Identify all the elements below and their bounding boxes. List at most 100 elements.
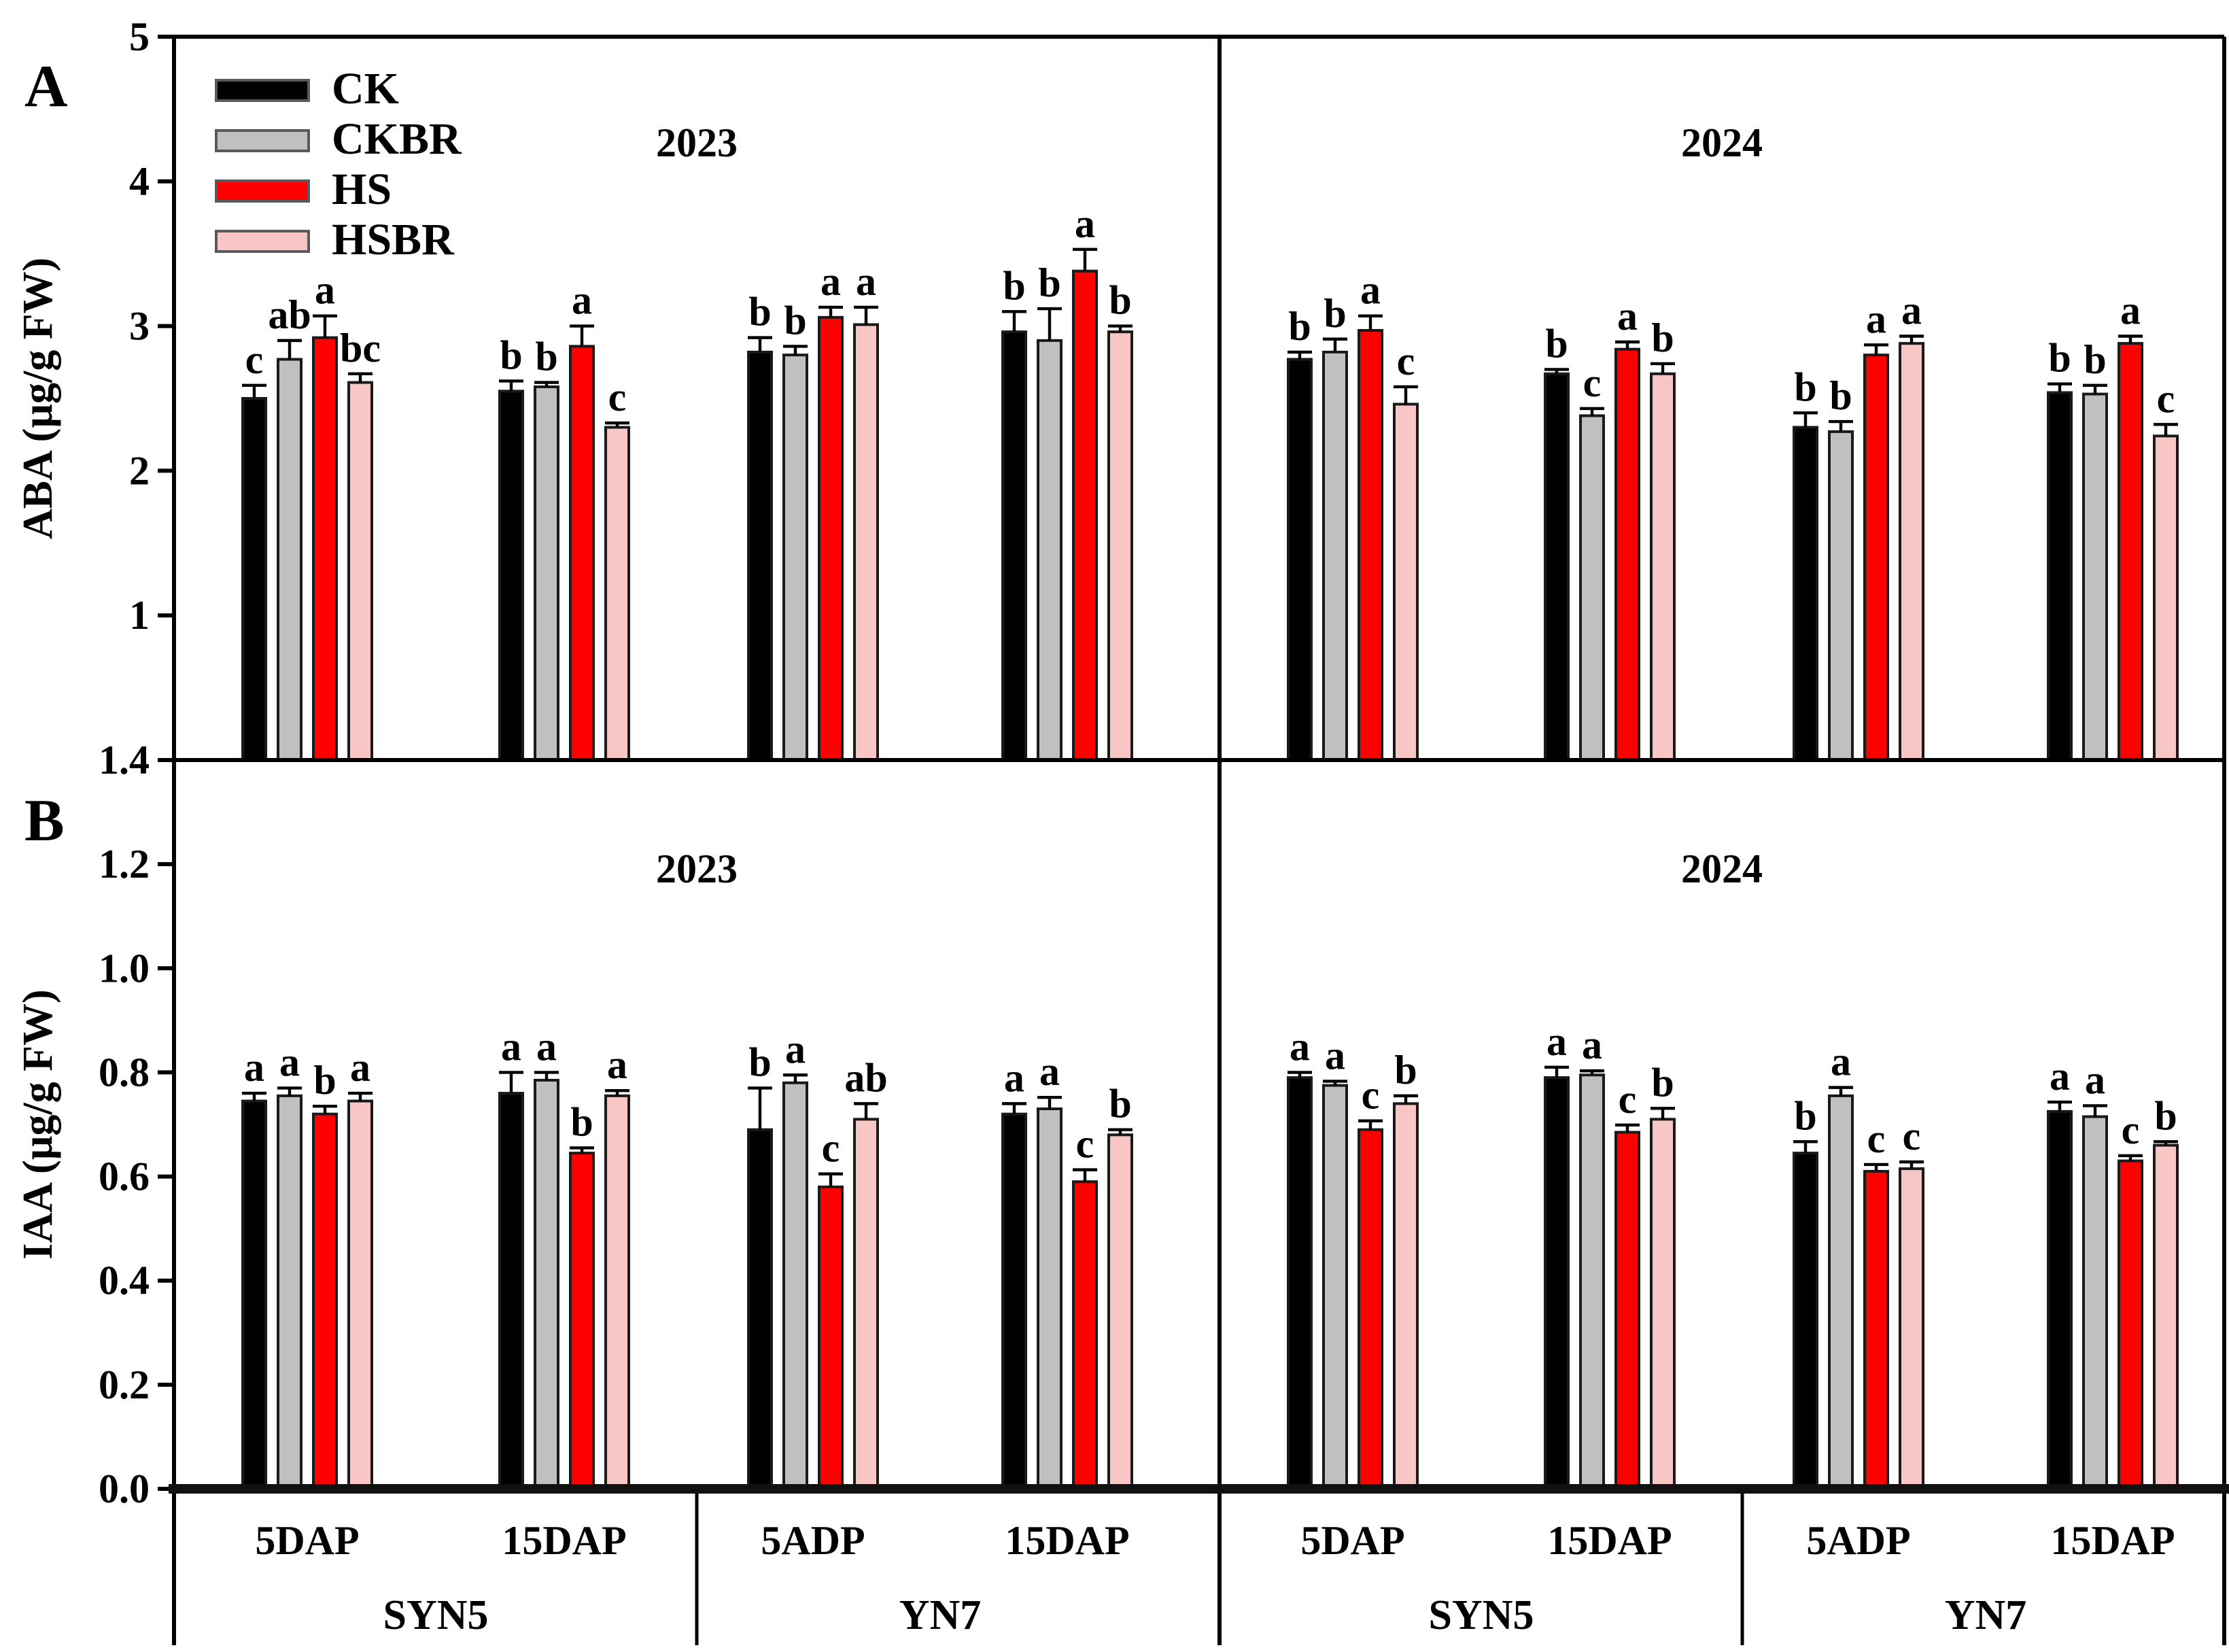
panel-letter-b: B — [24, 788, 65, 854]
sig-letter: b — [1038, 260, 1060, 305]
y-tick-label: 0.2 — [99, 1362, 150, 1407]
y-tick-label: 1 — [129, 593, 150, 638]
bar-hs-a3 — [818, 315, 844, 762]
sig-letter: a — [1866, 296, 1886, 341]
sig-letter: a — [1831, 1039, 1851, 1084]
bar-hs-a1 — [312, 336, 338, 761]
bar-hsbr-b6 — [1650, 1118, 1676, 1491]
sig-letter: c — [1076, 1122, 1094, 1167]
sig-letter: b — [748, 1039, 771, 1084]
bar-hs-b2 — [569, 1152, 595, 1490]
y-tick-label: 0.0 — [99, 1466, 150, 1511]
sig-letter: a — [1325, 1033, 1345, 1078]
sig-letter: a — [501, 1024, 521, 1069]
sig-letter: b — [1794, 1093, 1816, 1138]
bar-ck-b3 — [747, 1128, 773, 1490]
y-tick-label: 1.4 — [99, 738, 150, 782]
sig-letter: b — [1109, 278, 1131, 323]
sig-letter: c — [1362, 1073, 1380, 1118]
y-tick-label: 2 — [129, 448, 150, 493]
x-axis-variety-label: SYN5 — [383, 1592, 488, 1638]
bar-ckbr-b2 — [534, 1078, 559, 1490]
sig-letter: ab — [844, 1055, 887, 1100]
bar-hsbr-a2 — [604, 426, 630, 761]
y-tick-label: 1.2 — [99, 842, 150, 887]
sig-letter: b — [1794, 364, 1816, 409]
sig-letter: c — [1903, 1114, 1921, 1158]
sig-letter: a — [244, 1045, 264, 1090]
sig-letter: b — [1003, 263, 1025, 308]
x-axis-variety-label: YN7 — [899, 1592, 982, 1638]
bar-hs-a4 — [1072, 269, 1098, 761]
bar-hsbr-a4 — [1107, 330, 1133, 761]
sig-letter: a — [1547, 1019, 1567, 1064]
sig-letter: a — [1290, 1024, 1310, 1069]
legend-label-hs: HS — [332, 166, 392, 215]
x-axis-time-label: 5ADP — [1806, 1518, 1910, 1563]
x-axis-time-label: 15DAP — [1547, 1518, 1672, 1563]
legend-label-hsbr: HSBR — [332, 216, 454, 265]
bar-hsbr-b4 — [1107, 1133, 1133, 1491]
bar-ck-a5 — [1287, 358, 1313, 761]
sig-letter: b — [784, 298, 806, 343]
bar-hs-a2 — [569, 345, 595, 761]
legend-swatch-hsbr — [215, 230, 310, 253]
sig-letter: ab — [268, 292, 311, 337]
sig-letter: b — [570, 1099, 593, 1144]
bar-hs-b6 — [1614, 1131, 1640, 1490]
sig-letter: b — [2048, 336, 2071, 381]
sig-letter: b — [2084, 337, 2106, 382]
sig-letter: a — [350, 1045, 370, 1090]
bar-ck-b6 — [1544, 1076, 1570, 1490]
sig-letter: b — [1288, 304, 1311, 349]
bar-hs-b4 — [1072, 1180, 1098, 1490]
bar-hsbr-a5 — [1393, 402, 1419, 761]
sig-letter: c — [822, 1126, 840, 1171]
y-tick-label: 5 — [129, 14, 150, 59]
y-axis-title-a: ABA (µg/g FW) — [15, 258, 61, 540]
bar-hsbr-b8 — [2153, 1143, 2179, 1490]
y-tick-label: 4 — [129, 159, 150, 204]
sig-letter: a — [1075, 201, 1095, 246]
bar-ck-a7 — [1793, 426, 1818, 761]
y-axis-title-b: IAA (µg/g FW) — [15, 989, 61, 1259]
sig-letter: b — [500, 332, 522, 377]
sig-letter: a — [2120, 288, 2141, 332]
sig-letter: b — [1651, 1060, 1674, 1105]
sig-letter: c — [1397, 339, 1415, 383]
sig-letter: b — [535, 334, 557, 379]
sig-letter: b — [748, 290, 771, 334]
bar-hsbr-a1 — [347, 381, 373, 761]
y-tick-label: 0.8 — [99, 1050, 150, 1095]
bar-ckbr-a6 — [1579, 414, 1605, 761]
bar-ckbr-b8 — [2082, 1115, 2108, 1490]
bar-hs-a7 — [1863, 354, 1889, 761]
x-axis-time-label: 5ADP — [761, 1518, 865, 1563]
bar-hsbr-a3 — [853, 323, 879, 761]
legend-label-ckbr: CKBR — [332, 116, 462, 165]
bar-ck-b5 — [1287, 1076, 1313, 1490]
bar-hs-a5 — [1358, 328, 1383, 761]
sig-letter: c — [2157, 376, 2175, 421]
bar-ckbr-b4 — [1037, 1107, 1062, 1490]
bar-hs-a6 — [1614, 347, 1640, 761]
bar-hsbr-b1 — [347, 1099, 373, 1490]
bar-hsbr-b7 — [1899, 1167, 1924, 1490]
sig-letter: b — [1545, 321, 1568, 366]
y-tick-label: 0.4 — [99, 1258, 150, 1303]
bar-hsbr-a6 — [1650, 372, 1676, 761]
bar-ckbr-a5 — [1322, 350, 1348, 761]
bar-ckbr-a4 — [1037, 339, 1062, 761]
bar-hsbr-b3 — [853, 1118, 879, 1491]
legend: CK CKBR HS HSBR — [215, 65, 462, 266]
sig-letter: a — [1004, 1055, 1024, 1100]
bar-hs-b8 — [2118, 1159, 2143, 1490]
bar-ckbr-a7 — [1828, 430, 1854, 761]
year-title-b-2023: 2023 — [656, 846, 738, 891]
sig-letter: b — [1651, 315, 1674, 360]
bar-hsbr-b2 — [604, 1094, 630, 1490]
sig-letter: a — [2085, 1057, 2105, 1102]
bar-ckbr-b7 — [1828, 1094, 1854, 1490]
